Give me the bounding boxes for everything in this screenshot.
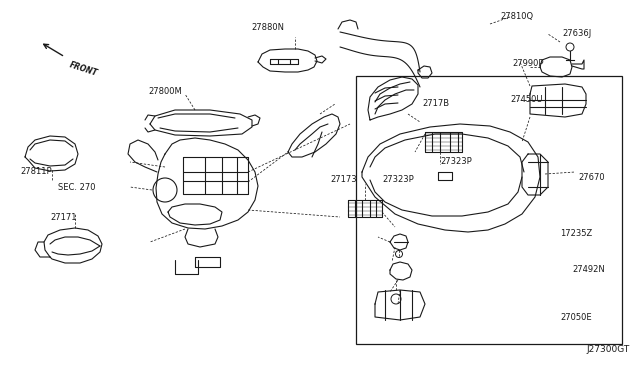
- Text: J27300GT: J27300GT: [587, 345, 630, 354]
- Text: 27171: 27171: [50, 212, 77, 221]
- Text: 27670: 27670: [578, 173, 605, 182]
- Text: FRONT: FRONT: [68, 60, 99, 78]
- Text: 27173: 27173: [330, 176, 356, 185]
- Text: 27450U: 27450U: [510, 96, 543, 105]
- Text: 27811P: 27811P: [20, 167, 52, 176]
- Text: 17235Z: 17235Z: [560, 230, 592, 238]
- Text: 2717B: 2717B: [422, 99, 449, 109]
- Text: 27880N: 27880N: [252, 22, 285, 32]
- Text: 27050E: 27050E: [560, 312, 591, 321]
- Text: 27990P: 27990P: [512, 60, 543, 68]
- Bar: [356, 76, 622, 344]
- Text: SEC. 270: SEC. 270: [58, 183, 95, 192]
- Text: 27323P: 27323P: [382, 176, 413, 185]
- Text: 27636J: 27636J: [562, 29, 591, 38]
- Text: 27810Q: 27810Q: [500, 13, 533, 22]
- Text: 27492N: 27492N: [572, 266, 605, 275]
- Text: 27800M: 27800M: [148, 87, 182, 96]
- Text: 27323P: 27323P: [440, 157, 472, 167]
